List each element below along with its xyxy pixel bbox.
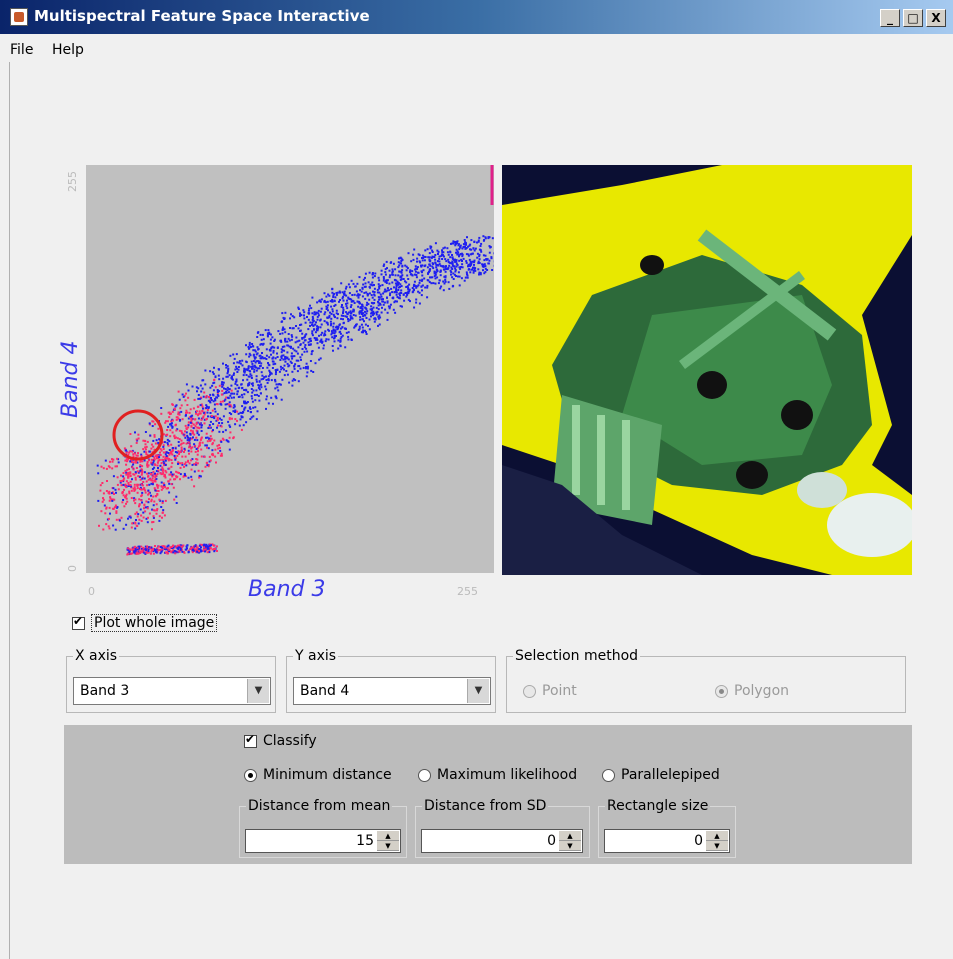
close-button[interactable]: X	[926, 9, 946, 27]
classify-checkbox[interactable]: Classify	[244, 732, 317, 749]
rectangle-size-title: Rectangle size	[605, 798, 711, 814]
java-app-icon	[10, 8, 28, 26]
y-tick-min: 0	[66, 565, 79, 572]
spinner-buttons[interactable]: ▲ ▼	[559, 831, 581, 851]
plot-whole-image-check[interactable]	[72, 614, 85, 630]
plot-whole-image-label: Plot whole image	[91, 614, 218, 632]
distance-from-sd-spinner[interactable]: 0 ▲ ▼	[421, 829, 583, 853]
chevron-down-icon[interactable]: ▼	[467, 679, 489, 703]
distance-from-sd-group: Distance from SD 0 ▲ ▼	[415, 798, 590, 858]
distance-from-sd-title: Distance from SD	[422, 798, 549, 814]
menu-help[interactable]: Help	[52, 42, 84, 58]
parallelepiped-radio[interactable]	[602, 768, 615, 782]
distance-from-sd-value: 0	[547, 833, 556, 849]
classify-label: Classify	[263, 733, 317, 749]
plot-whole-image-checkbox[interactable]: Plot whole image	[72, 614, 218, 632]
x-axis-select-value: Band 3	[80, 683, 130, 699]
spinner-buttons[interactable]: ▲ ▼	[377, 831, 399, 851]
x-axis-select[interactable]: Band 3 ▼	[73, 677, 271, 705]
scatter-points	[96, 235, 494, 556]
spinner-buttons[interactable]: ▲ ▼	[706, 831, 728, 851]
maximize-button[interactable]: □	[903, 9, 923, 27]
window-border	[9, 62, 10, 959]
minimum-distance-label: Minimum distance	[263, 767, 392, 783]
selection-point-radio[interactable]	[523, 684, 536, 698]
feature-space-plot[interactable]	[86, 165, 494, 573]
y-axis-select-value: Band 4	[300, 683, 350, 699]
distance-from-mean-value: 15	[356, 833, 374, 849]
x-tick-max: 255	[457, 585, 478, 598]
arrow-down-icon[interactable]: ▼	[706, 841, 728, 851]
selection-circle[interactable]	[112, 409, 164, 461]
arrow-up-icon[interactable]: ▲	[377, 831, 399, 841]
title-bar[interactable]: Multispectral Feature Space Interactive …	[0, 0, 953, 34]
minimum-distance-radio[interactable]	[244, 768, 257, 782]
chevron-down-icon[interactable]: ▼	[247, 679, 269, 703]
rectangle-size-value: 0	[694, 833, 703, 849]
selection-polygon-label: Polygon	[734, 683, 790, 699]
menu-file[interactable]: File	[10, 42, 34, 58]
window-title: Multispectral Feature Space Interactive	[34, 7, 370, 25]
menu-bar: File Help	[0, 34, 953, 62]
satellite-image[interactable]	[502, 165, 912, 575]
arrow-up-icon[interactable]: ▲	[559, 831, 581, 841]
method-parallelepiped[interactable]: Parallelepiped	[602, 767, 720, 783]
arrow-up-icon[interactable]: ▲	[706, 831, 728, 841]
maximum-likelihood-radio[interactable]	[418, 768, 431, 782]
x-axis-label: Band 3	[248, 577, 326, 602]
selection-point-label: Point	[542, 683, 577, 699]
distance-from-mean-title: Distance from mean	[246, 798, 393, 814]
minimize-button[interactable]: _	[880, 9, 900, 27]
method-minimum-distance[interactable]: Minimum distance	[244, 767, 392, 783]
method-maximum-likelihood[interactable]: Maximum likelihood	[418, 767, 577, 783]
x-axis-group-title: X axis	[73, 648, 120, 664]
y-axis-group-title: Y axis	[293, 648, 339, 664]
y-axis-select[interactable]: Band 4 ▼	[293, 677, 491, 705]
y-tick-max: 255	[66, 171, 79, 192]
selection-point-option[interactable]: Point	[523, 683, 577, 699]
arrow-down-icon[interactable]: ▼	[559, 841, 581, 851]
parallelepiped-label: Parallelepiped	[621, 767, 720, 783]
x-tick-min: 0	[88, 585, 95, 598]
y-axis-group: Y axis Band 4 ▼	[286, 648, 496, 713]
selection-method-group: Selection method Point Polygon	[506, 648, 906, 713]
scatter-canvas	[96, 165, 494, 556]
rectangle-size-spinner[interactable]: 0 ▲ ▼	[604, 829, 730, 853]
classify-panel: Classify Minimum distance Maximum likeli…	[64, 725, 912, 864]
distance-from-mean-spinner[interactable]: 15 ▲ ▼	[245, 829, 401, 853]
selection-method-title: Selection method	[513, 648, 641, 664]
distance-from-mean-group: Distance from mean 15 ▲ ▼	[239, 798, 407, 858]
classify-check[interactable]	[244, 732, 257, 748]
selection-polygon-radio[interactable]	[715, 684, 728, 698]
rectangle-size-group: Rectangle size 0 ▲ ▼	[598, 798, 736, 858]
y-axis-label: Band 4	[58, 340, 83, 418]
selection-polygon-option[interactable]: Polygon	[715, 683, 789, 699]
maximum-likelihood-label: Maximum likelihood	[437, 767, 578, 783]
arrow-down-icon[interactable]: ▼	[377, 841, 399, 851]
satellite-image-canvas	[502, 165, 912, 575]
x-axis-group: X axis Band 3 ▼	[66, 648, 276, 713]
